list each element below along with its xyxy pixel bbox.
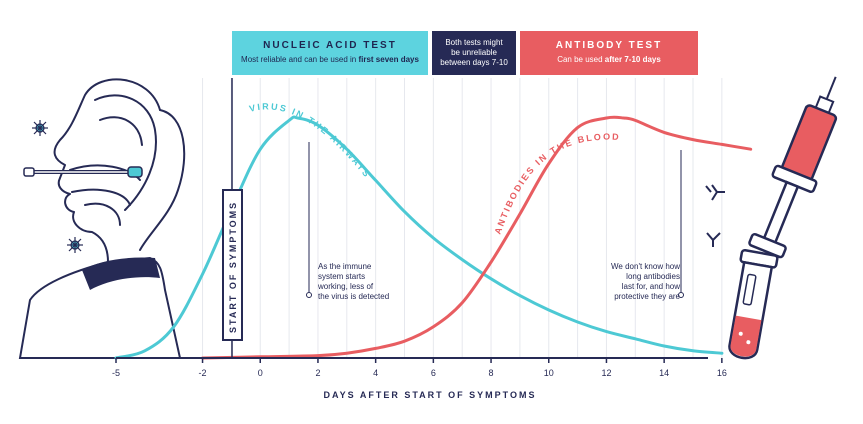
swab <box>23 166 143 178</box>
note-line: protective they are <box>614 292 680 301</box>
note-line: We don't know how <box>611 262 680 271</box>
virus-note-pointer <box>306 142 312 298</box>
unreliable-line: between days 7-10 <box>440 58 508 67</box>
x-tick-label: 10 <box>544 368 554 378</box>
x-tick-label: 0 <box>258 368 263 378</box>
antibody-note-pointer <box>678 150 684 298</box>
virus-note: As the immune system starts working, les… <box>318 262 408 302</box>
x-tick-label: 16 <box>717 368 727 378</box>
nucleic-acid-test-box: NUCLEIC ACID TEST Most reliable and can … <box>232 31 428 75</box>
note-line: system starts <box>318 272 366 281</box>
x-tick-label: -2 <box>199 368 207 378</box>
nucleic-acid-test-title: NUCLEIC ACID TEST <box>263 40 397 51</box>
antibody-sub-bold: after 7-10 days <box>604 55 661 64</box>
note-line: As the immune <box>318 262 372 271</box>
x-axis-ticks: -5 -2 0 2 4 6 8 10 12 14 16 <box>112 358 727 378</box>
note-line: long antibodies <box>626 272 680 281</box>
start-of-symptoms-box <box>222 189 243 341</box>
x-tick-label: 2 <box>315 368 320 378</box>
grid-lines <box>202 78 723 358</box>
x-tick-label: 4 <box>373 368 378 378</box>
antibody-curve-label: ANTIBODIES IN THE BLOOD <box>493 132 621 236</box>
x-tick-label: 12 <box>601 368 611 378</box>
syringe-illustration <box>748 76 838 259</box>
blood-tube-illustration <box>728 248 779 360</box>
antibody-icon <box>705 184 725 247</box>
x-axis-title: DAYS AFTER START OF SYMPTOMS <box>323 390 537 400</box>
antibody-note: We don't know how long antibodies last f… <box>580 262 680 302</box>
nucleic-sub-plain: Most reliable and can be used in <box>241 55 359 64</box>
antibody-test-subtitle: Can be used after 7-10 days <box>520 55 698 64</box>
virus-icon <box>32 120 48 136</box>
antibody-test-box: ANTIBODY TEST Can be used after 7-10 day… <box>520 31 698 75</box>
nucleic-acid-test-subtitle: Most reliable and can be used in first s… <box>232 55 428 64</box>
unreliable-line: be unreliable <box>451 48 497 57</box>
nucleic-sub-bold: first seven days <box>358 55 419 64</box>
x-tick-label: 8 <box>489 368 494 378</box>
x-tick-label: -5 <box>112 368 120 378</box>
note-line: last for, and how <box>621 282 680 291</box>
virus-icon <box>67 237 83 253</box>
head-illustration <box>53 78 186 263</box>
unreliable-text: Both tests might be unreliable between d… <box>432 38 516 68</box>
antibody-test-title: ANTIBODY TEST <box>555 40 663 51</box>
antibody-sub-plain: Can be used <box>557 55 605 64</box>
note-line: the virus is detected <box>318 292 390 301</box>
virus-curve <box>114 115 724 360</box>
unreliable-line: Both tests might <box>445 38 503 47</box>
note-line: working, less of <box>318 282 374 291</box>
unreliable-period-box: Both tests might be unreliable between d… <box>432 31 516 75</box>
x-tick-label: 6 <box>431 368 436 378</box>
start-of-symptoms-label: START OF SYMPTOMS <box>228 201 238 333</box>
x-tick-label: 14 <box>659 368 669 378</box>
antibody-curve <box>201 115 753 360</box>
collar <box>82 257 160 290</box>
